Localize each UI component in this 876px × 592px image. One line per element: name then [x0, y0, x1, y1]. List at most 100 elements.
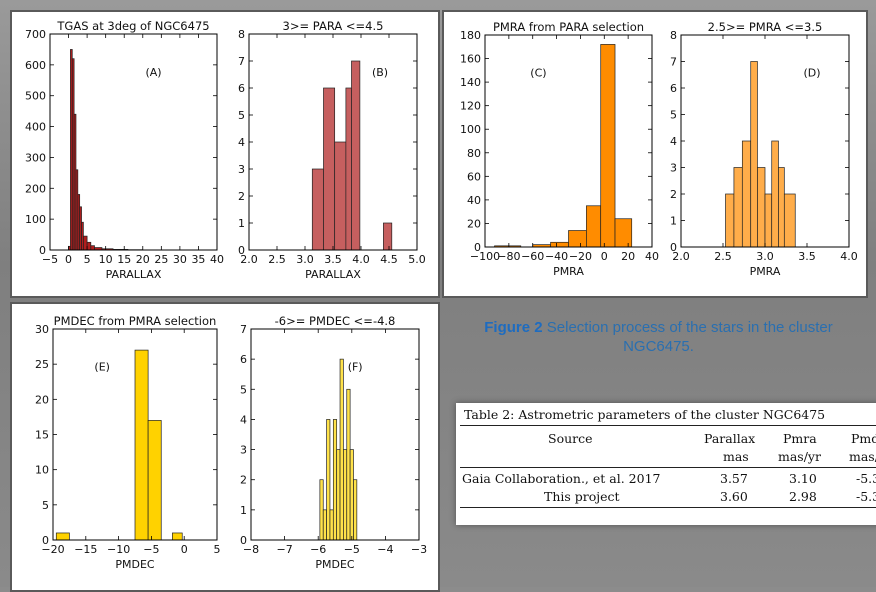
hist-a-annotation: (A)	[145, 66, 161, 79]
hist-a-ytick-label-3: 300	[25, 151, 46, 164]
hist-d-bar-1	[734, 168, 742, 248]
hist-c-xtick-label-6: 20	[621, 250, 635, 263]
hist-c-bar-7	[601, 44, 615, 247]
hist-f-xtick-label-5: −3	[411, 543, 427, 556]
row-0-parallax: 3.57	[720, 471, 748, 486]
hist-d-ytick-label-6: 6	[670, 82, 677, 95]
hist-c-annotation: (C)	[530, 67, 546, 80]
hist-e-xtick-label-4: 0	[181, 543, 188, 556]
hist-d-xtick-label-3: 3.5	[798, 250, 816, 263]
hist-d-bar-5	[765, 194, 772, 247]
hist-c-frame	[485, 35, 652, 247]
hist-c-ytick-label-5: 100	[460, 123, 481, 136]
hist-f-xlabel: PMDEC	[315, 558, 355, 571]
hist-a-ytick-label-7: 700	[25, 28, 46, 41]
hist-f-bar-1	[323, 510, 326, 540]
hist-f-bar-4	[333, 419, 336, 540]
hist-d-ytick-label-3: 3	[670, 162, 677, 175]
table-rule-bottom	[460, 507, 876, 508]
hist-d-bar-3	[751, 62, 758, 248]
hist-b-xlabel: PARALLAX	[305, 268, 361, 281]
hist-e-bar-2	[135, 350, 148, 540]
hist-b-xtick-label-6: 5.0	[408, 253, 426, 266]
hist-c-xtick-label-3: −40	[545, 250, 568, 263]
hist-e-bar-3	[148, 420, 161, 540]
hist-e-ytick-label-5: 25	[35, 358, 49, 371]
hist-b-bar-1	[323, 88, 334, 250]
hist-c-ytick-label-9: 180	[460, 29, 481, 42]
hist-a-xtick-label-2: 5	[84, 253, 91, 266]
row-1-pmdec: -5.39	[856, 489, 876, 504]
hist-f-ytick-label-0: 0	[240, 534, 247, 547]
hist-d-bar-2	[742, 141, 750, 247]
hist-d-bar-7	[778, 168, 784, 248]
hist-c-bar-8	[615, 219, 632, 247]
hist-d-ytick-label-8: 8	[670, 29, 677, 42]
hist-a-ytick-label-6: 600	[25, 59, 46, 72]
row-1-parallax: 3.60	[720, 489, 748, 504]
hist-f-bar-10	[353, 480, 356, 540]
hist-f-annotation: (F)	[348, 361, 363, 374]
hist-b-bar-0	[312, 169, 323, 250]
hist-e-bar-0	[56, 533, 69, 540]
hist-d-annotation: (D)	[804, 67, 821, 80]
hist-e-xlabel: PMDEC	[115, 558, 155, 571]
hist-b-ytick-label-0: 0	[238, 244, 245, 257]
hist-e-annotation: (E)	[94, 361, 110, 374]
hist-e-xtick-label-2: −10	[107, 543, 130, 556]
hist-f-bar-5	[337, 450, 340, 540]
hist-c-xlabel: PMRA	[553, 265, 584, 278]
hist-a-bar-10	[91, 246, 95, 250]
hist-b-bar-2	[335, 142, 346, 250]
hist-d-xtick-label-4: 4.0	[840, 250, 858, 263]
hist-b-bar-4	[351, 61, 359, 250]
hist-d-ytick-label-5: 5	[670, 109, 677, 122]
hist-f-xtick-label-4: −4	[377, 543, 393, 556]
hist-d-bar-6	[772, 141, 779, 247]
hist-f-ytick-label-2: 2	[240, 474, 247, 487]
hist-a-xtick-label-9: 40	[210, 253, 224, 266]
hist-b-annotation: (B)	[372, 66, 388, 79]
hist-d-title: 2.5>= PMRA <=3.5	[708, 20, 823, 34]
hist-f-ytick-label-7: 7	[240, 323, 247, 336]
hist-c-bar-5	[569, 231, 587, 247]
hist-b-ytick-label-6: 6	[238, 82, 245, 95]
hist-a-xtick-label-8: 35	[191, 253, 205, 266]
hist-e-xtick-label-3: −5	[143, 543, 159, 556]
hist-f-bar-6	[340, 359, 343, 540]
hist-f-bar-3	[330, 510, 333, 540]
hist-d-bar-0	[726, 194, 734, 247]
row-0-pmra: 3.10	[789, 471, 817, 486]
header-pmdec-unit: mas/yr	[849, 449, 876, 464]
hist-b-ytick-label-1: 1	[238, 217, 245, 230]
hist-c-ytick-label-6: 120	[460, 100, 481, 113]
hist-f-ytick-label-4: 4	[240, 413, 247, 426]
hist-e-ytick-label-1: 5	[42, 499, 49, 512]
table-rule-mid	[460, 467, 876, 468]
table-title: Table 2: Astrometric parameters of the c…	[464, 407, 825, 422]
hist-d-ytick-label-1: 1	[670, 215, 677, 228]
hist-c-xtick-label-1: −80	[497, 250, 520, 263]
hist-b-title: 3>= PARA <=4.5	[283, 19, 384, 33]
hist-b-bar-3	[346, 88, 352, 250]
hist-a-ytick-label-1: 100	[25, 213, 46, 226]
row-1-pmra: 2.98	[789, 489, 817, 504]
hist-e-ytick-label-6: 30	[35, 323, 49, 336]
hist-b-ytick-label-7: 7	[238, 55, 245, 68]
header-source: Source	[548, 431, 593, 446]
header-parallax: Parallax	[704, 431, 755, 446]
hist-c-xtick-label-4: −20	[569, 250, 592, 263]
hist-d-ytick-label-4: 4	[670, 135, 677, 148]
hist-f-xtick-label-3: −5	[344, 543, 360, 556]
hist-a-xlabel: PARALLAX	[106, 268, 162, 281]
hist-d-bar-4	[757, 168, 765, 248]
hist-a-ytick-label-0: 0	[39, 244, 46, 257]
hist-f-xtick-label-2: −6	[310, 543, 326, 556]
figure-caption: Figure 2 Selection process of the stars …	[447, 318, 870, 356]
hist-f-ytick-label-5: 5	[240, 383, 247, 396]
hist-f-ytick-label-1: 1	[240, 504, 247, 517]
hist-a-title: TGAS at 3deg of NGC6475	[56, 19, 209, 33]
hist-f-xtick-label-1: −7	[276, 543, 292, 556]
hist-c-bar-6	[586, 206, 600, 247]
hist-e-title: PMDEC from PMRA selection	[54, 314, 217, 328]
